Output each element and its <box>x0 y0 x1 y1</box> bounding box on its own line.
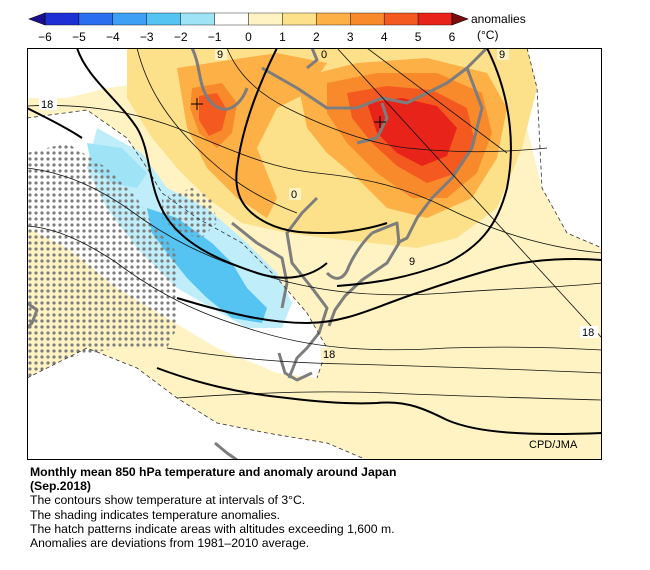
map-caption: Monthly mean 850 hPa temperature and ano… <box>30 465 630 550</box>
map-credit: CPD/JMA <box>529 439 578 451</box>
colorbar-box <box>350 12 385 26</box>
contour-label-0-center: 0 <box>291 189 297 201</box>
colorbar-tick-label: 6 <box>449 30 456 44</box>
temperature-contours-bold <box>27 48 602 436</box>
colorbar-tick-label: 3 <box>347 30 354 44</box>
anomaly-colorbar: −6 −5 −4 −3 −2 −1 0 1 2 3 4 5 6 anomalies (°C) <box>28 12 526 44</box>
colorbar-tick-label: 1 <box>279 30 286 44</box>
colorbar-box <box>78 12 114 26</box>
colorbar-box <box>248 12 283 26</box>
colorbar-left-arrow <box>28 12 46 26</box>
caption-line-contours: The contours show temperature at interva… <box>30 493 306 508</box>
anomaly-region-negative-core <box>147 208 267 323</box>
contour-label-0-top: 0 <box>321 49 327 61</box>
colorbar-box <box>417 12 453 26</box>
contour-label-18-bottom: 18 <box>323 349 335 361</box>
caption-title-line1: Monthly mean 850 hPa temperature and ano… <box>30 465 397 479</box>
colorbar-tick-label: −4 <box>106 30 120 44</box>
anomaly-region-neutral-east <box>527 48 602 248</box>
colorbar-tick-label: −6 <box>38 30 52 44</box>
contour-label-18-left: 18 <box>41 99 53 111</box>
anomaly-region-peak-east <box>367 98 457 166</box>
altitude-hatch-northeast <box>162 188 217 238</box>
caption-title-line2: (Sep.2018) <box>30 479 91 494</box>
map-frame <box>27 48 602 460</box>
colorbar-tick-label: −1 <box>208 30 222 44</box>
colorbar-box <box>214 12 249 26</box>
colorbar-tick-label: −2 <box>174 30 188 44</box>
anomaly-region-hottest-west <box>199 93 227 136</box>
anomaly-region-neutral-south <box>27 348 367 460</box>
caption-line-anomaly-baseline: Anomalies are deviations from 1981–2010 … <box>30 536 310 551</box>
coastlines <box>27 48 489 460</box>
colorbar-tick-label: 0 <box>245 30 252 44</box>
colorbar-box <box>180 12 215 26</box>
colorbar-tick-label: 4 <box>381 30 388 44</box>
anomaly-boundaries <box>27 48 602 460</box>
colorbar-tick-label: −5 <box>72 30 86 44</box>
grid-cross-markers <box>191 98 386 128</box>
contour-label-9-top-right: 9 <box>499 49 505 61</box>
altitude-hatch-tibet <box>27 143 177 378</box>
colorbar-box <box>316 12 351 26</box>
temperature-contours-thin <box>27 48 602 401</box>
colorbar-tick-label: 5 <box>415 30 422 44</box>
legend-unit: (°C) <box>477 28 498 42</box>
legend-unit-title: anomalies <box>471 12 526 26</box>
contour-labels: 9 0 9 18 0 9 18 18 <box>39 48 598 361</box>
colorbar-box <box>282 12 317 26</box>
colorbar-tick-label: −3 <box>140 30 154 44</box>
colorbar-boxes <box>44 12 453 26</box>
contour-label-18-right: 18 <box>582 327 594 339</box>
contour-label-9-right: 9 <box>409 256 415 268</box>
colorbar-tick-labels: −6 −5 −4 −3 −2 −1 0 1 2 3 4 5 6 <box>38 30 456 44</box>
anomaly-region-negative-mongolia <box>87 143 147 188</box>
contour-label-9-top-left: 9 <box>217 49 223 61</box>
caption-line-shading: The shading indicates temperature anomal… <box>30 507 280 522</box>
colorbar-right-arrow <box>451 12 469 26</box>
colorbar-box <box>112 12 147 26</box>
colorbar-tick-label: 2 <box>313 30 320 44</box>
colorbar-box <box>44 12 80 26</box>
anomaly-map: 9 0 9 18 0 9 18 18 CPD/JMA <box>27 48 602 460</box>
colorbar-box <box>383 12 419 26</box>
caption-line-hatch: The hatch patterns indicate areas with a… <box>30 521 395 536</box>
colorbar-box <box>146 12 181 26</box>
